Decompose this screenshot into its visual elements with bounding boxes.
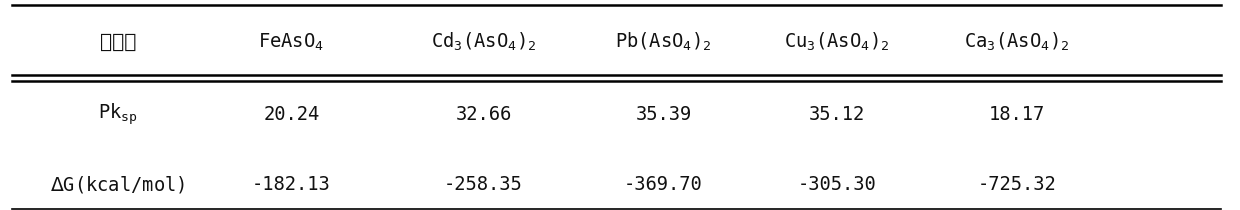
Text: $\mathregular{Cu_3(AsO_4)_2}$: $\mathregular{Cu_3(AsO_4)_2}$ [785, 31, 889, 53]
Text: -182.13: -182.13 [252, 175, 331, 194]
Text: -305.30: -305.30 [797, 175, 877, 194]
Text: $\mathregular{Ca_3(AsO_4)_2}$: $\mathregular{Ca_3(AsO_4)_2}$ [965, 31, 1069, 53]
Text: -258.35: -258.35 [444, 175, 523, 194]
Text: 硏酸盐: 硏酸盐 [99, 33, 136, 51]
Text: -725.32: -725.32 [977, 175, 1056, 194]
Text: 18.17: 18.17 [988, 105, 1045, 124]
Text: 20.24: 20.24 [263, 105, 320, 124]
Text: 35.39: 35.39 [635, 105, 692, 124]
Text: 32.66: 32.66 [455, 105, 512, 124]
Text: $\mathregular{Cd_3(AsO_4)_2}$: $\mathregular{Cd_3(AsO_4)_2}$ [432, 31, 536, 53]
Text: $\mathregular{Pk_{sp}}$: $\mathregular{Pk_{sp}}$ [98, 102, 138, 127]
Text: $\mathregular{FeAsO_4}$: $\mathregular{FeAsO_4}$ [258, 31, 325, 53]
Text: $\Delta\mathregular{G(kcal/mol)}$: $\Delta\mathregular{G(kcal/mol)}$ [51, 174, 185, 195]
Text: -369.70: -369.70 [624, 175, 703, 194]
Text: 35.12: 35.12 [808, 105, 866, 124]
Text: $\mathregular{Pb(AsO_4)_2}$: $\mathregular{Pb(AsO_4)_2}$ [615, 31, 712, 53]
